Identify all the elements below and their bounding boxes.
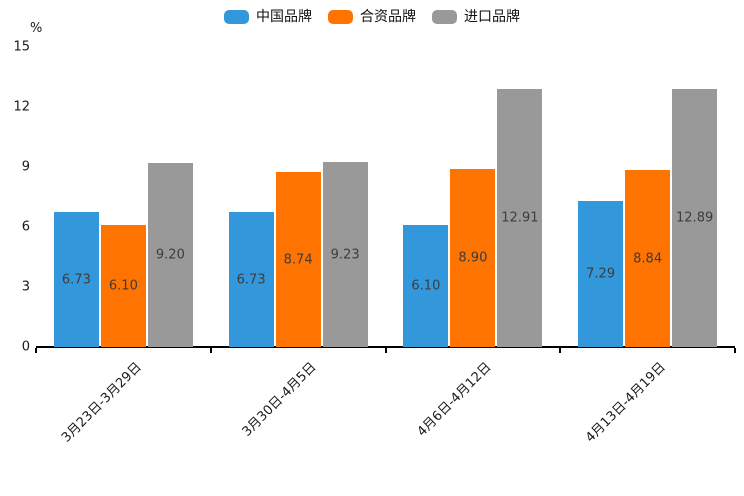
y-tick-label: 12 xyxy=(13,99,30,115)
bar-value-label: 12.91 xyxy=(501,210,539,226)
bar-value-label: 12.89 xyxy=(676,210,714,226)
bar-value-label: 7.29 xyxy=(586,266,616,282)
x-axis-tick xyxy=(734,348,736,353)
bar-value-label: 8.84 xyxy=(633,251,663,267)
bar-value-label: 6.10 xyxy=(108,278,138,294)
bar-value-label: 8.74 xyxy=(283,252,313,268)
bar-进口品牌-3 xyxy=(497,88,543,347)
bar-中国品牌-4 xyxy=(578,201,624,347)
legend-swatch-icon xyxy=(432,10,457,24)
bar-中国品牌-3 xyxy=(403,225,449,347)
legend-label: 合资品牌 xyxy=(360,9,416,25)
x-axis-tick xyxy=(209,348,212,353)
x-axis-tick xyxy=(384,348,387,353)
bar-合资品牌-3 xyxy=(450,169,496,347)
y-axis-unit-label: % xyxy=(30,21,43,36)
y-tick-label: 15 xyxy=(13,39,30,55)
x-category-label: 3月30日-4月5日 xyxy=(239,359,320,440)
x-category-label: 4月6日-4月12日 xyxy=(414,359,495,440)
y-tick-label: 0 xyxy=(21,339,30,355)
bar-value-label: 6.10 xyxy=(411,278,441,294)
legend-item-2: 合资品牌 xyxy=(328,8,416,26)
bar-value-label: 9.23 xyxy=(330,247,360,263)
y-tick-label: 3 xyxy=(21,279,30,295)
legend-label: 中国品牌 xyxy=(256,9,312,25)
bar-中国品牌-1 xyxy=(53,212,99,347)
bar-进口品牌-4 xyxy=(672,89,718,347)
chart-legend: 中国品牌 合资品牌 进口品牌 xyxy=(0,8,744,26)
bar-合资品牌-4 xyxy=(625,170,671,347)
bar-value-label: 8.90 xyxy=(458,250,488,266)
bar-合资品牌-2 xyxy=(275,172,321,347)
legend-swatch-icon xyxy=(328,10,353,24)
legend-label: 进口品牌 xyxy=(464,9,520,25)
x-axis-tick xyxy=(559,348,562,353)
y-tick-label: 9 xyxy=(21,159,30,175)
bar-中国品牌-2 xyxy=(228,212,274,347)
bar-value-label: 6.73 xyxy=(236,272,266,288)
legend-item-1: 中国品牌 xyxy=(224,8,312,26)
bar-value-label: 9.20 xyxy=(155,247,185,263)
y-tick-label: 6 xyxy=(21,219,30,235)
x-category-label: 4月13日-4月19日 xyxy=(583,359,670,446)
bar-合资品牌-1 xyxy=(100,225,146,347)
legend-swatch-icon xyxy=(224,10,249,24)
bar-value-label: 6.73 xyxy=(61,272,91,288)
x-axis-tick xyxy=(35,348,37,353)
legend-item-3: 进口品牌 xyxy=(432,8,520,26)
bar-进口品牌-1 xyxy=(147,163,193,347)
x-category-label: 3月23日-3月29日 xyxy=(59,359,145,446)
x-axis-line xyxy=(36,346,735,348)
bar-进口品牌-2 xyxy=(322,162,368,347)
